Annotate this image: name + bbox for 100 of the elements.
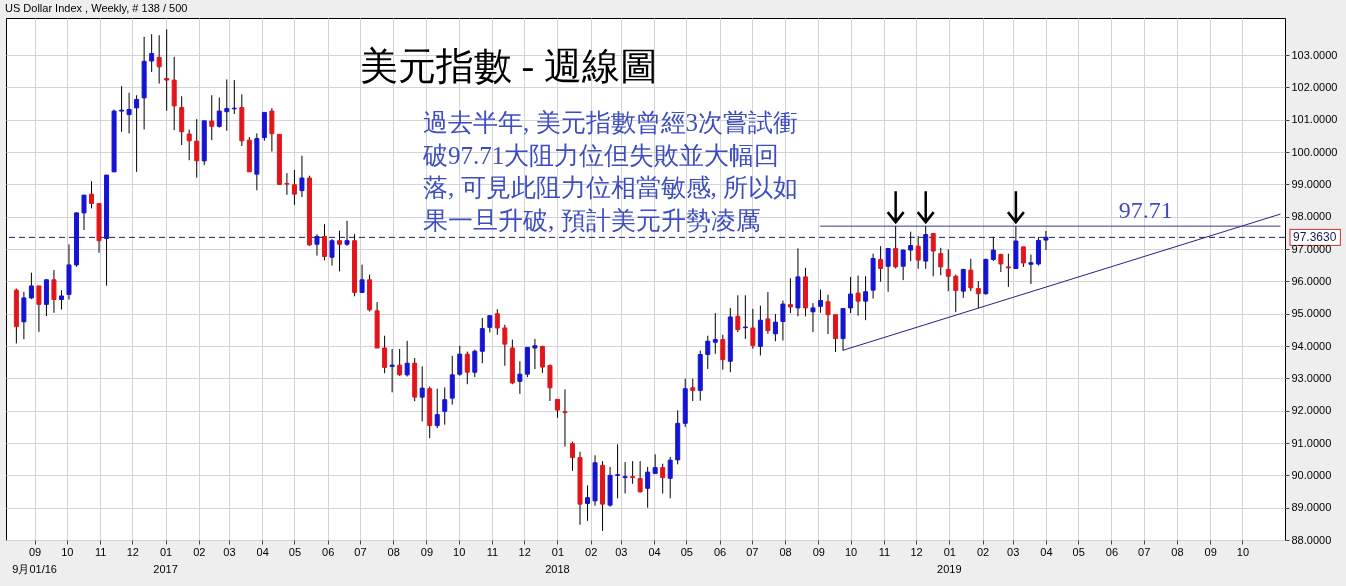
- y-tick-label: 102.0000: [1291, 80, 1338, 93]
- candlestick: [164, 28, 170, 112]
- candlestick: [404, 340, 410, 377]
- x-tick-label: 10: [61, 545, 74, 558]
- candlestick: [1035, 236, 1041, 267]
- x-tick-label: 03: [223, 545, 236, 558]
- candlestick: [186, 129, 192, 161]
- candlestick: [449, 355, 455, 406]
- candlestick: [434, 388, 440, 429]
- candlestick: [810, 302, 816, 333]
- text: 2019: [937, 563, 962, 575]
- x-tick-label: 03: [615, 545, 628, 558]
- x-tick-label: 02: [976, 545, 990, 558]
- x-tick-label: 01: [159, 545, 173, 558]
- x-tick-label: 11: [878, 545, 891, 558]
- x-tick-label: 10: [1236, 545, 1250, 558]
- candlestick: [539, 345, 545, 374]
- candlestick: [51, 269, 57, 314]
- x-tick-label: 04: [256, 545, 269, 558]
- candlestick: [389, 348, 395, 393]
- candlestick: [547, 363, 553, 402]
- x-tick-label: 09: [1204, 545, 1217, 558]
- candlestick: [660, 463, 666, 494]
- candlestick: [1005, 253, 1011, 288]
- x-tick-label: 08: [1171, 545, 1184, 558]
- candlestick: [397, 348, 403, 377]
- candlestick: [329, 238, 335, 267]
- candlestick: [337, 230, 343, 272]
- candlestick: [1020, 246, 1026, 268]
- text: 2017: [153, 563, 178, 575]
- y-tick-label: 92.0000: [1291, 404, 1332, 417]
- candlestick: [554, 398, 560, 419]
- y-tick-label: 94.0000: [1291, 339, 1332, 352]
- candlestick: [915, 235, 921, 270]
- candlestick: [442, 386, 448, 426]
- candlestick: [863, 275, 869, 321]
- x-tick-label: 12: [126, 545, 139, 558]
- candlestick: [464, 351, 470, 385]
- text: 美元指數 - 週線圖: [360, 45, 658, 87]
- chart-subtitle: US Dollar Index , Weekly, # 138 / 500: [5, 2, 188, 14]
- candlestick: [652, 453, 658, 474]
- candlestick: [28, 272, 34, 300]
- candlestick: [765, 291, 771, 335]
- candlestick: [833, 314, 839, 353]
- candlestick: [818, 289, 823, 314]
- candlestick: [156, 34, 162, 85]
- annotation: 落, 可見此阻力位相當敏感, 所以如: [423, 174, 798, 201]
- x-tick-label: 10: [844, 545, 858, 558]
- candlestick: [720, 334, 726, 371]
- candlestick: [216, 97, 222, 129]
- candlestick: [562, 388, 568, 448]
- x-tick-label: 12: [910, 545, 923, 558]
- y-tick-label: 98.0000: [1291, 210, 1332, 223]
- y-tick-label: 100.0000: [1291, 145, 1338, 158]
- candlestick: [194, 118, 200, 179]
- candlestick: [284, 172, 290, 196]
- candlestick: [89, 180, 95, 209]
- candlestick: [622, 461, 628, 494]
- x-tick-label: 07: [354, 545, 367, 558]
- x-tick-label: 04: [648, 545, 661, 558]
- x-tick-label: 07: [1138, 545, 1151, 558]
- x-tick-label: 10: [453, 545, 466, 558]
- candlestick: [517, 360, 523, 395]
- candlestick: [321, 223, 327, 261]
- candlestick: [269, 107, 275, 152]
- candlestick: [690, 378, 696, 402]
- candlestick: [772, 313, 778, 342]
- y-tick-label: 88.0000: [1291, 533, 1332, 546]
- x-tick-label: 09: [812, 545, 825, 558]
- candlestick: [945, 248, 951, 292]
- candlestick: [825, 294, 831, 335]
- x-tick-label: 03: [1007, 545, 1020, 558]
- candlestick: [878, 245, 884, 283]
- x-tick-label: 06: [1105, 545, 1119, 558]
- x-tick-label: 11: [486, 545, 499, 558]
- x-tick-label: 08: [387, 545, 400, 558]
- candlestick: [149, 33, 155, 73]
- candlestick: [21, 291, 27, 340]
- candlestick: [615, 443, 621, 499]
- y-tick-label: 95.0000: [1291, 307, 1332, 320]
- annotation: 過去半年, 美元指數曾經3次嘗試衝: [423, 109, 798, 136]
- x-tick-label: 06: [713, 545, 727, 558]
- y-tick-label: 91.0000: [1291, 436, 1332, 449]
- candlestick: [975, 280, 981, 309]
- candlestick: [291, 169, 297, 206]
- annotation: 果一旦升破, 預計美元升勢凌厲: [423, 206, 761, 234]
- text: 2018: [545, 563, 570, 575]
- candlestick: [712, 312, 718, 355]
- candlestick: [893, 225, 899, 269]
- annotation: 97.71: [1118, 197, 1173, 224]
- candlestick: [637, 460, 643, 493]
- candlestick: [81, 194, 87, 231]
- y-tick-label: 90.0000: [1291, 468, 1332, 481]
- x-tick-label: 09: [420, 545, 434, 558]
- candlestick: [667, 456, 673, 499]
- x-tick-label: 01: [943, 545, 956, 558]
- candlestick: [36, 285, 42, 333]
- candlestick: [908, 231, 914, 262]
- candlestick: [938, 247, 944, 276]
- x-tick-label: 05: [288, 545, 302, 558]
